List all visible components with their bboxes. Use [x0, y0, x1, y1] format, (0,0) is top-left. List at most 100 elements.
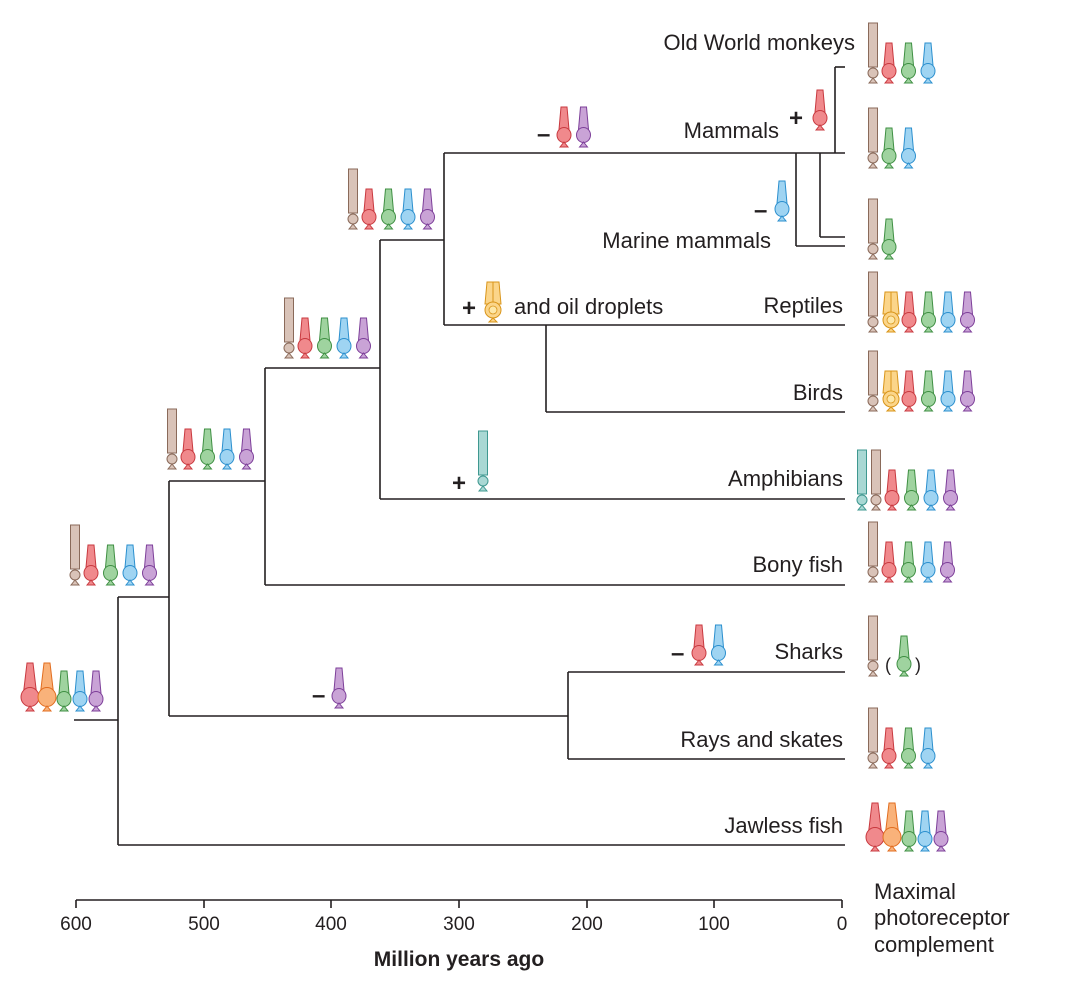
green-cone-icon — [881, 218, 897, 260]
violet-cone-icon — [933, 810, 949, 852]
red-cone-icon — [884, 469, 900, 511]
axis-tick-label: 400 — [315, 914, 347, 935]
yellow-double-cone-icon — [882, 370, 900, 412]
blue-cone-icon — [940, 291, 956, 333]
taxon-label-rays-and-skates: Rays and skates — [680, 727, 843, 752]
green-cone-icon — [901, 727, 916, 769]
oil-droplets-label: and oil droplets — [514, 294, 663, 319]
green-cone-icon — [317, 317, 332, 359]
violet-cone-icon — [960, 370, 975, 412]
green-cone-icon — [381, 188, 396, 230]
green-cone-icon — [921, 291, 936, 333]
violet-cone-icon — [420, 188, 435, 230]
violet-cone-icon — [142, 544, 157, 586]
gain-loss-annotations: – + – + and oil droplets + – – ( ) — [312, 105, 921, 709]
red-cone-icon — [901, 370, 917, 412]
axis-title: Million years ago — [374, 948, 544, 971]
rod-photoreceptor-icon — [867, 198, 879, 260]
phylogenetic-tree — [74, 66, 845, 846]
column-title-line-3: complement — [874, 932, 994, 957]
red-cone-icon — [881, 541, 897, 583]
green-cone-icon — [901, 541, 916, 583]
axis-tick-label: 0 — [837, 914, 848, 935]
blue-cone-icon — [920, 541, 936, 583]
axis-tick-label: 300 — [443, 914, 475, 935]
axis-tick-label: 500 — [188, 914, 220, 935]
yellow-double-cone-icon — [882, 291, 900, 333]
blue-cone-icon — [917, 810, 933, 852]
red-cone-icon — [901, 291, 917, 333]
blue-cone-icon — [122, 544, 138, 586]
green-cone-icon — [901, 810, 917, 852]
axis-tick-label: 100 — [698, 914, 730, 935]
blue-cone-icon — [72, 670, 88, 712]
violet-cone-icon — [940, 541, 955, 583]
axis-ticks: 600 500 400 300 200 100 0 — [60, 900, 847, 935]
plus-sign: + — [789, 105, 803, 132]
blue-cone-icon — [923, 469, 939, 511]
column-title: Maximal photoreceptor complement — [874, 879, 1010, 957]
rod-photoreceptor-icon — [347, 168, 359, 230]
rod-photoreceptor-icon — [867, 707, 879, 769]
blue-cone-icon — [940, 370, 956, 412]
red-cone-icon — [83, 544, 99, 586]
green-cone-icon — [921, 370, 936, 412]
blue-cone-icon — [774, 180, 790, 222]
taxon-label-amphibians: Amphibians — [728, 466, 843, 491]
orange-cone-icon — [882, 802, 902, 852]
red-cone-icon — [361, 188, 377, 230]
rod-photoreceptor-icon — [870, 449, 882, 511]
rod-photoreceptor-icon — [867, 350, 879, 412]
green-cone-icon — [881, 127, 897, 169]
taxon-labels: Old World monkeys Mammals Marine mammals… — [602, 30, 855, 838]
red-cone-icon — [180, 428, 196, 470]
red-cone-icon — [881, 42, 897, 84]
red-cone-icon — [691, 624, 707, 666]
taxon-label-jawless-fish: Jawless fish — [724, 813, 843, 838]
violet-cone-icon — [356, 317, 371, 359]
red-cone-icon — [297, 317, 313, 359]
taxon-label-sharks: Sharks — [775, 639, 843, 664]
red-cone-icon — [20, 662, 40, 712]
red-cone-icon — [865, 802, 885, 852]
rod-photoreceptor-icon — [867, 521, 879, 583]
violet-cone-icon — [88, 670, 104, 712]
violet-cone-icon — [943, 469, 958, 511]
plus-sign: + — [462, 295, 476, 322]
red-cone-icon — [881, 727, 897, 769]
violet-cone-icon — [331, 667, 347, 709]
minus-sign: – — [754, 197, 767, 224]
axis-tick-label: 600 — [60, 914, 92, 935]
plus-sign: + — [452, 470, 466, 497]
green-rod-icon — [856, 449, 868, 511]
taxon-label-mammals: Mammals — [684, 118, 779, 143]
axis-tick-label: 200 — [571, 914, 603, 935]
red-cone-icon — [812, 89, 828, 131]
yellow-double-cone-icon — [484, 281, 502, 323]
minus-sign: – — [671, 640, 684, 667]
blue-cone-icon — [920, 727, 936, 769]
blue-cone-icon — [901, 127, 916, 169]
minus-sign: – — [537, 121, 550, 148]
green-cone-icon — [896, 635, 912, 677]
minus-sign: – — [312, 682, 325, 709]
taxon-label-reptiles: Reptiles — [764, 293, 843, 318]
time-axis: 600 500 400 300 200 100 0 Million years ago — [60, 899, 847, 971]
green-cone-icon — [901, 42, 916, 84]
rod-photoreceptor-icon — [166, 408, 178, 470]
green-cone-icon — [103, 544, 118, 586]
photoreceptor-icons — [20, 22, 975, 852]
green-cone-icon — [56, 670, 72, 712]
blue-cone-icon — [920, 42, 936, 84]
taxon-label-old-world-monkeys: Old World monkeys — [663, 30, 855, 55]
violet-cone-icon — [576, 106, 591, 148]
taxon-label-bony-fish: Bony fish — [753, 552, 844, 577]
rod-photoreceptor-icon — [283, 297, 295, 359]
taxon-label-marine-mammals: Marine mammals — [602, 228, 771, 253]
green-rod-icon — [477, 430, 489, 492]
column-title-line-2: photoreceptor — [874, 905, 1010, 930]
paren-open: ( — [885, 655, 891, 675]
column-title-line-1: Maximal — [874, 879, 956, 904]
rod-photoreceptor-icon — [867, 271, 879, 333]
